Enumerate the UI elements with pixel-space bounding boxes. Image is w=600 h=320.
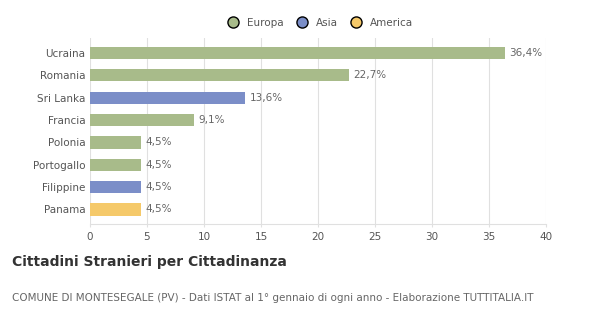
Text: 4,5%: 4,5% — [146, 137, 172, 148]
Text: 13,6%: 13,6% — [250, 93, 283, 103]
Bar — [90, 69, 349, 82]
Legend: Europa, Asia, America: Europa, Asia, America — [218, 14, 418, 32]
Text: COMUNE DI MONTESEGALE (PV) - Dati ISTAT al 1° gennaio di ogni anno - Elaborazion: COMUNE DI MONTESEGALE (PV) - Dati ISTAT … — [12, 293, 533, 303]
Text: 4,5%: 4,5% — [146, 204, 172, 214]
Text: Cittadini Stranieri per Cittadinanza: Cittadini Stranieri per Cittadinanza — [12, 255, 287, 268]
Bar — [90, 92, 245, 104]
Bar — [90, 159, 142, 171]
Text: 36,4%: 36,4% — [509, 48, 542, 58]
Text: 4,5%: 4,5% — [146, 160, 172, 170]
Bar — [90, 47, 505, 59]
Bar — [90, 136, 142, 148]
Bar — [90, 114, 194, 126]
Bar — [90, 203, 142, 216]
Bar — [90, 181, 142, 193]
Text: 4,5%: 4,5% — [146, 182, 172, 192]
Text: 22,7%: 22,7% — [353, 70, 386, 80]
Text: 9,1%: 9,1% — [198, 115, 225, 125]
